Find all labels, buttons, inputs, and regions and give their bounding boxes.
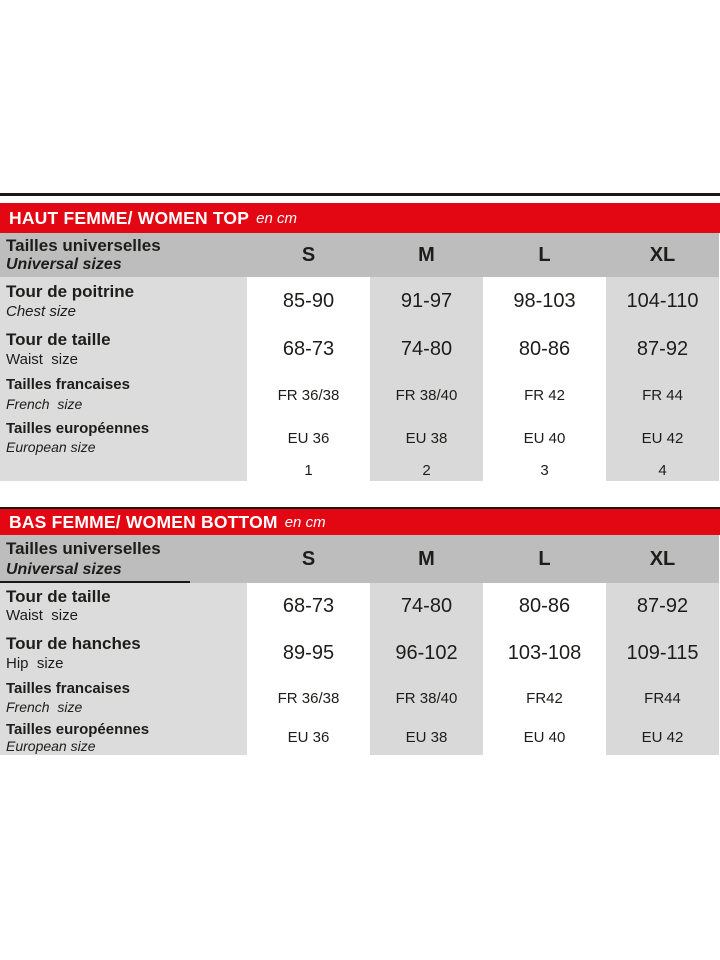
size-value-cell: FR 36/38 bbox=[277, 689, 340, 707]
size-value-cell: 80-86 bbox=[518, 594, 571, 617]
row-label-empty bbox=[0, 459, 247, 481]
size-value-cell: EU 42 bbox=[606, 417, 719, 459]
row-label: Tailles francaises French size bbox=[0, 373, 247, 417]
label-en: European size bbox=[6, 438, 96, 455]
waist-size-row: Tour de taille Waist size 68-73 74-80 80… bbox=[0, 325, 719, 373]
women-top-size-table: HAUT FEMME/ WOMEN TOP en cm Tailles univ… bbox=[0, 193, 720, 481]
row-label: Tour de poitrine Chest size bbox=[0, 277, 247, 325]
size-value-cell: FR 44 bbox=[606, 373, 719, 417]
size-value-cell: EU 40 bbox=[523, 429, 566, 447]
label-en: Waist size bbox=[6, 607, 78, 625]
label-en: Hip size bbox=[6, 654, 64, 672]
size-value-cell: 87-92 bbox=[606, 325, 719, 373]
label-en: Chest size bbox=[6, 302, 77, 320]
size-value-cell: 91-97 bbox=[370, 277, 483, 325]
header-underline bbox=[0, 581, 190, 583]
size-value-cell: FR 36/38 bbox=[277, 386, 340, 404]
women-bottom-size-table: BAS FEMME/ WOMEN BOTTOM en cm Tailles un… bbox=[0, 507, 720, 755]
size-value-cell: 3 bbox=[540, 461, 549, 479]
section-unit: en cm bbox=[256, 209, 297, 227]
waist-size-row: Tour de taille Waist size 68-73 74-80 80… bbox=[0, 583, 719, 629]
label-fr: Tour de hanches bbox=[6, 633, 141, 653]
section-title: HAUT FEMME/ WOMEN TOP bbox=[9, 207, 250, 228]
size-value-cell: FR 42 bbox=[524, 386, 565, 404]
size-value-cell: 2 bbox=[370, 459, 483, 481]
label-fr: Tailles européennes bbox=[6, 721, 150, 738]
size-value-cell: 103-108 bbox=[507, 641, 582, 664]
size-value-cell: EU 38 bbox=[370, 417, 483, 459]
column-header-s: S bbox=[301, 243, 316, 266]
column-header-l: L bbox=[538, 547, 551, 570]
label-en: French size bbox=[6, 698, 83, 715]
european-size-row: Tailles européennes European size EU 36 … bbox=[0, 719, 719, 755]
table-top-border bbox=[0, 193, 720, 196]
label-en: Universal sizes bbox=[6, 561, 122, 579]
label-fr: Tour de taille bbox=[6, 587, 111, 607]
size-value-cell: 74-80 bbox=[370, 325, 483, 373]
size-value-cell: 80-86 bbox=[518, 337, 571, 360]
size-value-cell: 87-92 bbox=[606, 583, 719, 629]
size-header-label: Tailles universelles Universal sizes bbox=[0, 535, 247, 583]
hip-size-row: Tour de hanches Hip size 89-95 96-102 10… bbox=[0, 629, 719, 677]
row-label: Tailles européennes European size bbox=[0, 719, 247, 755]
size-value-cell: 104-110 bbox=[606, 277, 719, 325]
column-header-l: L bbox=[538, 243, 551, 266]
size-value-cell: 4 bbox=[606, 459, 719, 481]
numeric-size-row: 1 2 3 4 bbox=[0, 459, 719, 481]
label-en: Waist size bbox=[6, 350, 78, 368]
table-top-border bbox=[0, 507, 720, 509]
french-size-row: Tailles francaises French size FR 36/38 … bbox=[0, 373, 719, 417]
chest-size-row: Tour de poitrine Chest size 85-90 91-97 … bbox=[0, 277, 719, 325]
row-label: Tailles européennes European size bbox=[0, 417, 247, 459]
row-label: Tour de hanches Hip size bbox=[0, 629, 247, 677]
column-header-xl: XL bbox=[649, 243, 676, 266]
spacer bbox=[0, 196, 720, 203]
size-value-cell: 85-90 bbox=[282, 289, 335, 312]
women-bottom-section-header: BAS FEMME/ WOMEN BOTTOM en cm bbox=[0, 509, 720, 535]
row-label: Tour de taille Waist size bbox=[0, 325, 247, 373]
section-title: BAS FEMME/ WOMEN BOTTOM bbox=[9, 511, 278, 532]
size-value-cell: 96-102 bbox=[370, 629, 483, 677]
label-fr: Tailles francaises bbox=[6, 376, 130, 394]
french-size-row: Tailles francaises French size FR 36/38 … bbox=[0, 677, 719, 719]
label-en: European size bbox=[6, 737, 96, 754]
column-header-xl: XL bbox=[649, 547, 676, 570]
label-fr: Tour de poitrine bbox=[6, 281, 135, 301]
column-header-m: M bbox=[418, 243, 435, 266]
label-fr: Tailles francaises bbox=[6, 679, 130, 697]
label-en: French size bbox=[6, 396, 83, 413]
size-value-cell: EU 42 bbox=[606, 719, 719, 755]
size-value-cell: FR 38/40 bbox=[370, 677, 483, 719]
column-header-m: M bbox=[418, 547, 435, 570]
size-value-cell: 98-103 bbox=[513, 289, 576, 312]
size-value-cell: EU 40 bbox=[523, 728, 566, 746]
label-fr: Tailles universelles bbox=[6, 236, 161, 256]
size-value-cell: FR 38/40 bbox=[370, 373, 483, 417]
european-size-row: Tailles européennes European size EU 36 … bbox=[0, 417, 719, 459]
section-unit: en cm bbox=[284, 513, 326, 531]
size-value-cell: 89-95 bbox=[282, 641, 335, 664]
size-header-row: Tailles universelles Universal sizes S M… bbox=[0, 233, 719, 277]
label-en: Universal sizes bbox=[6, 256, 122, 274]
women-top-section-header: HAUT FEMME/ WOMEN TOP en cm bbox=[0, 203, 720, 233]
size-value-cell: 1 bbox=[304, 461, 313, 479]
size-value-cell: FR44 bbox=[606, 677, 719, 719]
size-value-cell: FR42 bbox=[526, 689, 563, 707]
label-fr: Tailles européennes bbox=[6, 419, 150, 437]
label-fr: Tour de taille bbox=[6, 329, 111, 349]
size-value-cell: 68-73 bbox=[282, 594, 335, 617]
size-value-cell: 74-80 bbox=[370, 583, 483, 629]
row-label: Tailles francaises French size bbox=[0, 677, 247, 719]
size-value-cell: 109-115 bbox=[606, 629, 719, 677]
row-label: Tour de taille Waist size bbox=[0, 583, 247, 629]
label-fr: Tailles universelles bbox=[6, 539, 161, 559]
column-header-s: S bbox=[301, 547, 316, 570]
size-value-cell: EU 36 bbox=[287, 429, 330, 447]
size-header-label: Tailles universelles Universal sizes bbox=[0, 233, 247, 277]
size-value-cell: EU 36 bbox=[287, 728, 330, 746]
size-value-cell: EU 38 bbox=[370, 719, 483, 755]
size-value-cell: 68-73 bbox=[282, 337, 335, 360]
size-header-row: Tailles universelles Universal sizes S M… bbox=[0, 535, 719, 583]
